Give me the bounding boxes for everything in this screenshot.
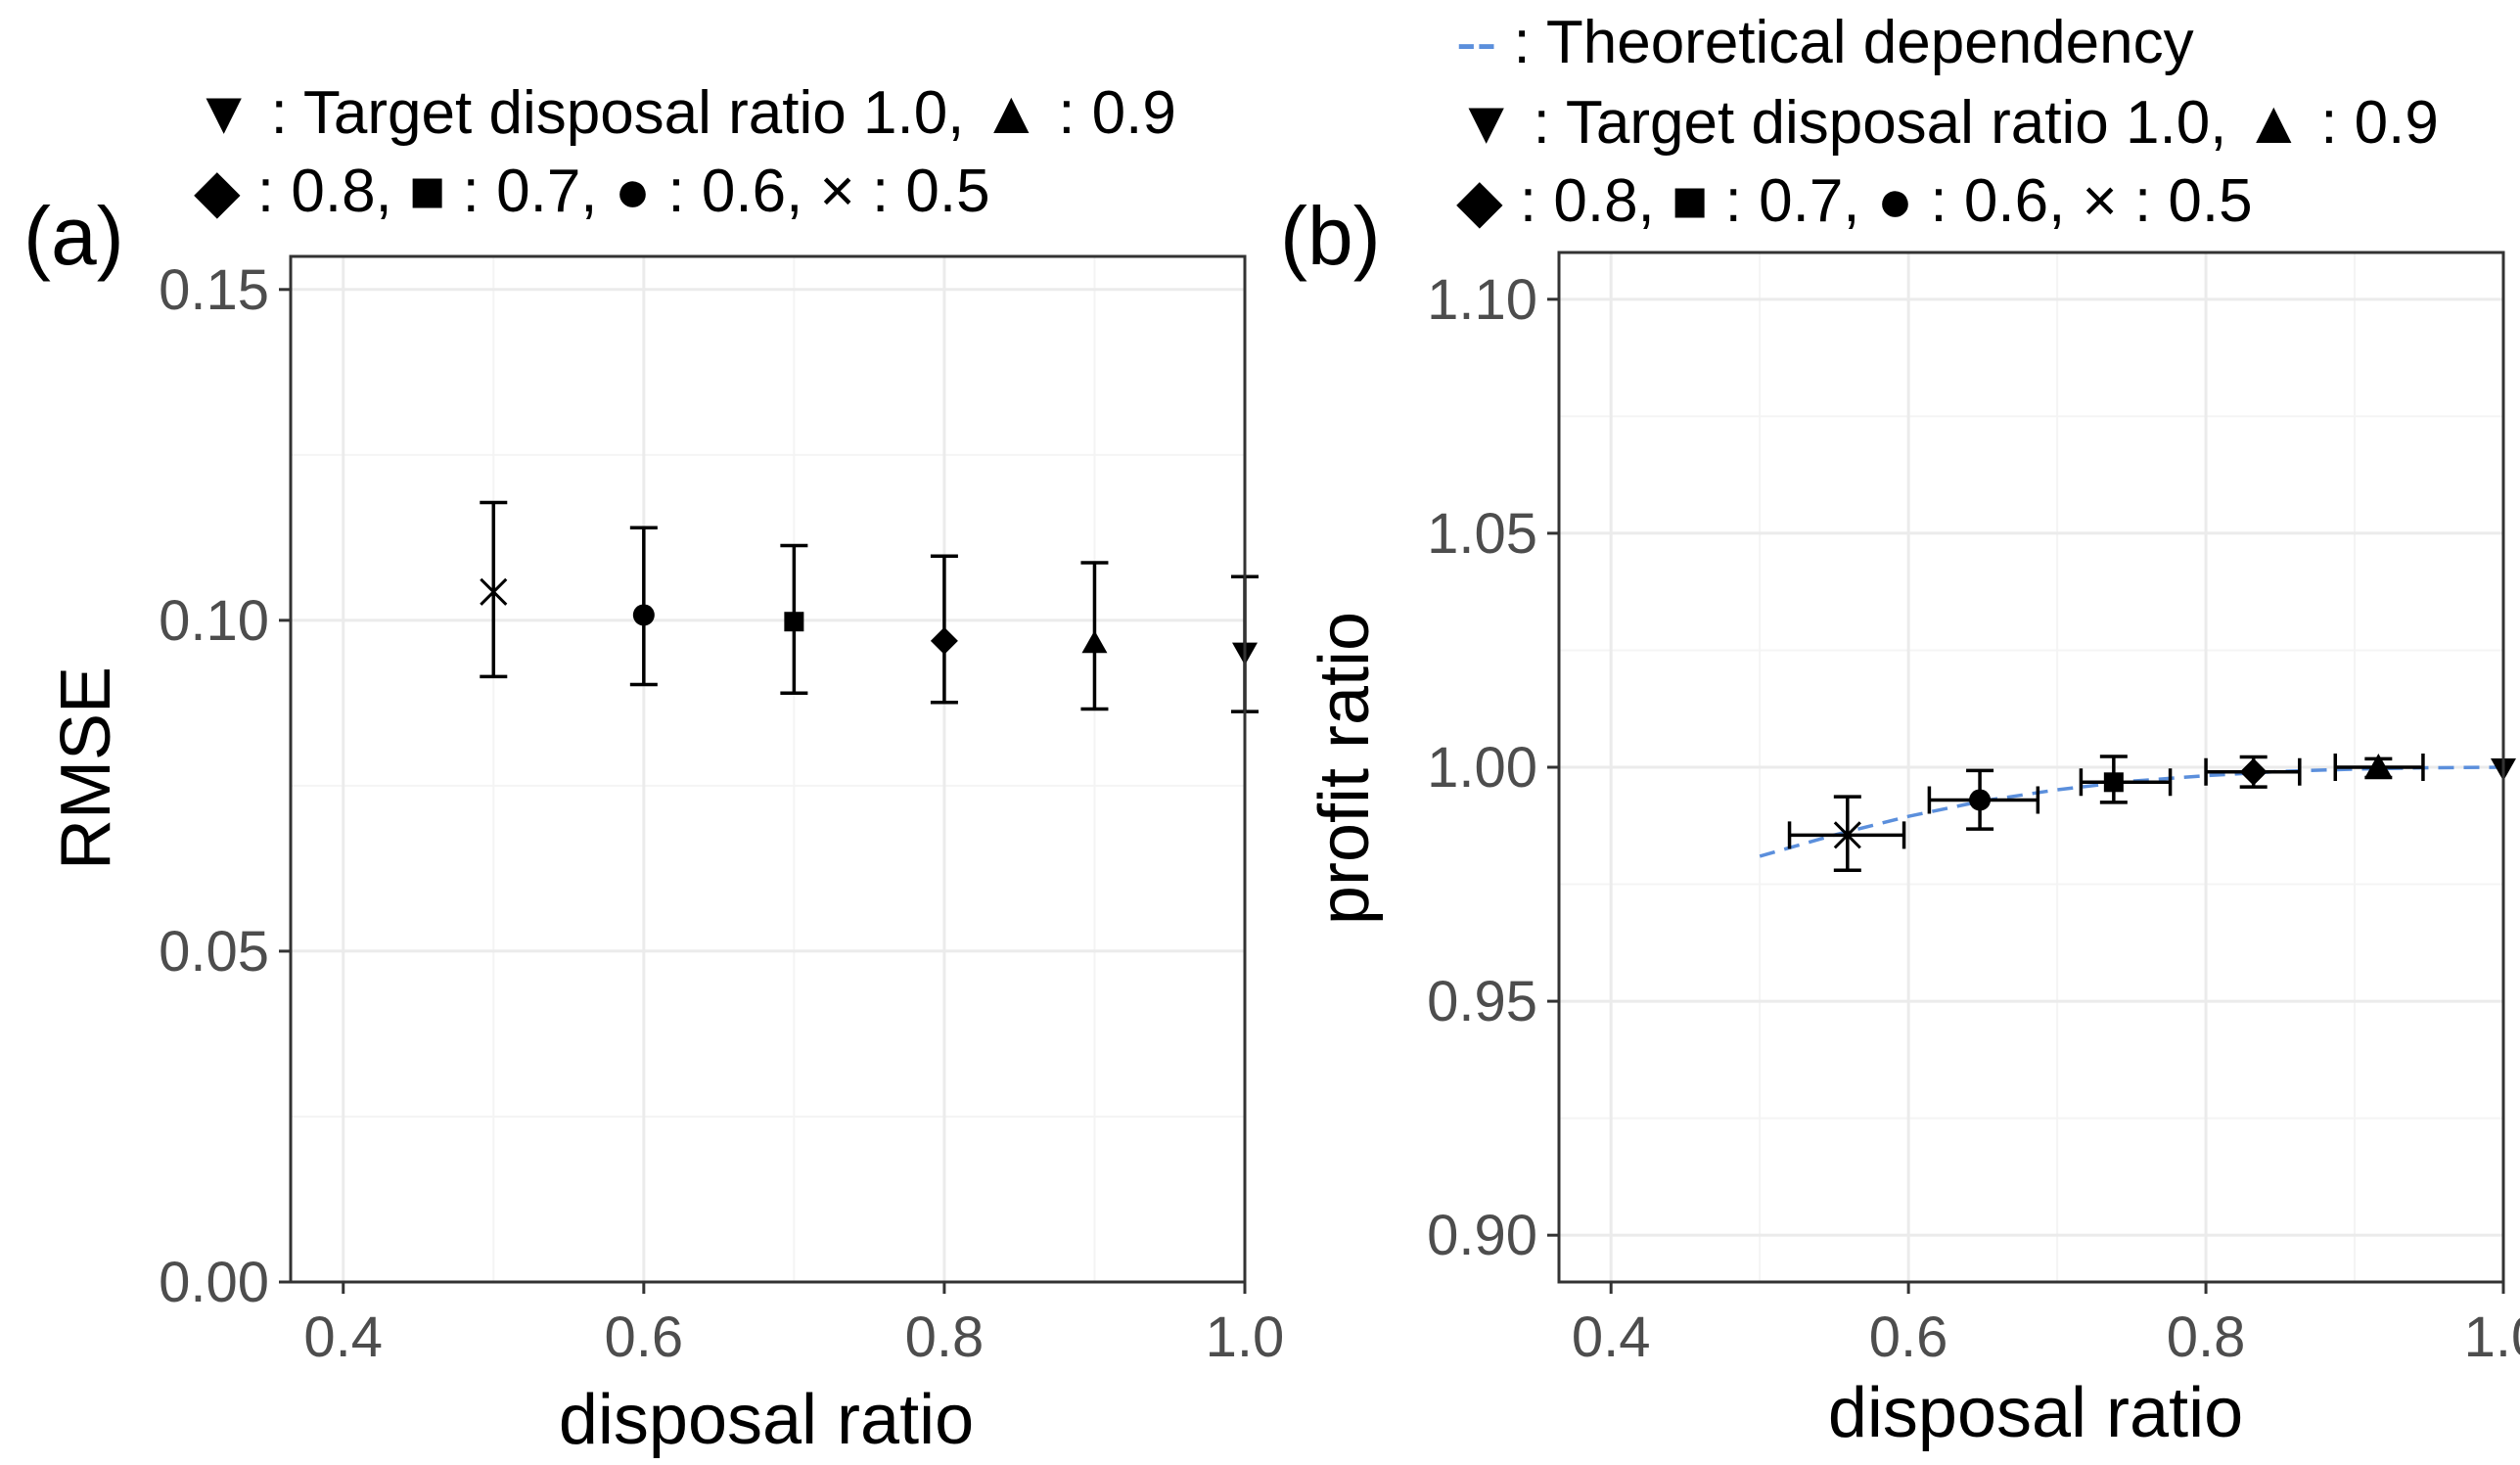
legend-a-line2: ◆ : 0.8, ■ : 0.7, ● : 0.6, × : 0.5: [194, 158, 990, 225]
panel-a-point-0-8-marker: [930, 626, 958, 655]
panel-a-x-axis-title: disposal ratio: [559, 1381, 974, 1459]
panel-a-point-0-5-y-errorbar: [480, 500, 508, 679]
panel-a-point-0-7-marker: [784, 612, 804, 632]
panel-b-x-axis-title: disposal ratio: [1828, 1374, 2243, 1452]
panel-b-point-0-8-marker: [2239, 757, 2268, 786]
panel-b-x-tick-label: 0.8: [2167, 1305, 2246, 1369]
panel-b-y-tick-label: 1.00: [1427, 736, 1537, 800]
panel-a-y-tick-label: 0.15: [159, 258, 269, 322]
panel-b-point-0-9-marker: [2365, 754, 2392, 776]
panel-b-x-tick-label: 0.6: [1869, 1305, 1948, 1369]
legend-b-theory-label: : Theoretical dependency: [1496, 9, 2193, 76]
panel-b-y-tick-label: 0.90: [1427, 1204, 1537, 1267]
panel-b-y-axis-title: profit ratio: [1306, 612, 1384, 925]
legend-b-theory: -- : Theoretical dependency: [1456, 9, 2194, 76]
panel-a-x-tick-label: 0.6: [605, 1305, 684, 1369]
panel-a-point-0-6-marker: [632, 604, 655, 626]
legend-b-theory-symbol: --: [1456, 9, 1496, 76]
legend-b-line1: ▼ : Target disposal ratio 1.0, ▲ : 0.9: [1456, 89, 2439, 157]
panel-a-border: [289, 254, 1247, 1284]
panel-a-plot: 0.4 0.6 0.8 1.0 0.00 0.05 0.10 0.15: [159, 254, 1285, 1369]
panel-a-y-tick-label: 0.05: [159, 920, 269, 984]
panel-a-point-0-5-marker: [480, 577, 508, 606]
legend-b-line2: ◆ : 0.8, ■ : 0.7, ● : 0.6, × : 0.5: [1456, 167, 2253, 235]
legend-a-line1: ▼ : Target disposal ratio 1.0, ▲ : 0.9: [194, 79, 1176, 147]
panel-b-y-tick-label: 0.95: [1427, 970, 1537, 1033]
panel-a-y-tick-label: 0.00: [159, 1251, 269, 1314]
panel-a-y-axis-title: RMSE: [47, 666, 125, 870]
panel-a-x-tick-label: 0.8: [905, 1305, 985, 1369]
panel-b-x-tick-label: 1.0: [2464, 1305, 2520, 1369]
panel-a-x-tick-label: 1.0: [1206, 1305, 1285, 1369]
panel-a-x-tick-label: 0.4: [303, 1305, 383, 1369]
panel-b-theory-line: [1759, 765, 2504, 858]
panel-b-y-tick-label: 1.10: [1427, 268, 1537, 332]
panel-a-point-0-9-marker: [1081, 630, 1108, 654]
panel-b-point-0-6-marker: [1969, 789, 1992, 811]
panel-label-a: (a): [23, 190, 124, 282]
panel-b-plot: 0.4 0.6 0.8 1.0 0.90 0.95 1.00 1.05 1.10: [1427, 251, 2520, 1369]
panel-b-point-0-7-x-errorbar: [2079, 768, 2173, 797]
panel-b-x-tick-label: 0.4: [1572, 1305, 1651, 1369]
panel-b-y-tick-label: 1.05: [1427, 502, 1537, 566]
panel-b-point-0-5-marker: [1833, 821, 1861, 849]
panel-b-point-0-7-marker: [2103, 772, 2124, 793]
panel-a-y-tick-label: 0.10: [159, 589, 269, 653]
panel-label-b: (b): [1280, 190, 1381, 282]
